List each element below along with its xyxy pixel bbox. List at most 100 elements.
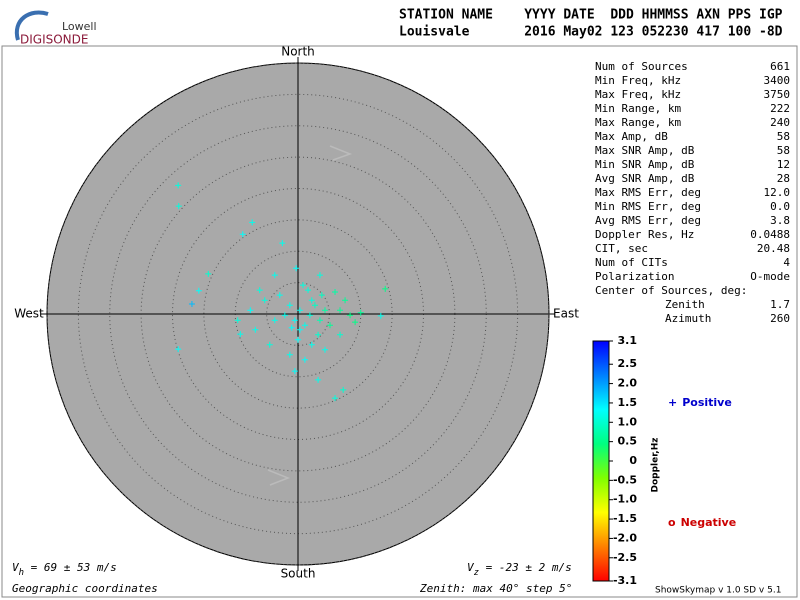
stat-value: 260 [770,312,790,325]
velocity-z: Vz = -23 ± 2 m/s [467,561,572,578]
stat-label: Max SNR Amp, dB [595,144,695,157]
source-point [279,240,286,247]
stat-label: Azimuth [665,312,711,325]
legend-label: Positive [682,396,732,409]
stat-label: Max Amp, dB [595,130,668,143]
stat-value: 12 [777,158,790,171]
source-point [321,307,328,314]
source-point [308,341,315,348]
stat-label: Max Freq, kHz [595,88,681,101]
decor [329,145,353,161]
stat-label: Max Range, km [595,116,681,129]
stat-label: Min RMS Err, deg [595,200,701,213]
colorbar-tick-label: -2.0 [613,531,637,544]
source-point [175,203,182,210]
source-point [175,346,182,353]
source-point [291,317,298,324]
source-point [332,289,339,296]
stat-value: 12.0 [764,186,791,199]
colorbar-tick-label: 2.0 [618,377,638,390]
stat-value: 28 [777,172,790,185]
legend-label: Negative [681,516,737,529]
source-point [247,307,254,314]
v-sym: V [12,561,20,574]
source-point [306,312,313,319]
source-point [291,368,298,375]
stat-label: Center of Sources, deg: [595,284,747,297]
legend-symbol: + [668,396,677,409]
source-point [205,270,212,277]
direction-label: North [281,45,315,59]
header-line: STATION NAME YYYY DATE DDD HHMMSS AXN PP… [399,8,783,23]
legend-entry: o Negative [668,516,736,529]
stat-value: 1.7 [770,298,790,311]
v-text: = 69 ± 53 m/s [24,561,117,574]
stat-value: 58 [777,144,790,157]
source-point [293,265,300,272]
colorbar-tick-label: -0.5 [613,473,637,486]
source-point [340,386,347,393]
source-point [252,326,259,333]
stat-label: Max RMS Err, deg [595,186,701,199]
frame [1,45,798,598]
source-point [337,331,344,338]
source-point [188,300,195,307]
stat-value: 222 [770,102,790,115]
stat-value: 0.0488 [750,228,790,241]
colorbar-tick-label: -1.5 [613,512,637,525]
source-point [316,272,323,279]
version: ShowSkymap v 1.0 SD v 5.1 [655,586,781,596]
source-point [288,324,295,331]
colorbar-tick-label: -1.0 [613,493,637,506]
stat-label: Avg SNR Amp, dB [595,172,695,185]
stat-value: 3.8 [770,214,790,227]
source-point [276,292,283,299]
source-point [286,351,293,358]
logo-top: Lowell [62,20,97,33]
source-point [301,356,308,363]
source-point [300,282,307,289]
source-point [234,317,241,324]
source-point [296,326,303,333]
source-point [337,307,344,314]
source-point [308,297,315,304]
stat-value: O-mode [750,270,790,283]
colorbar-tick-label: 2.5 [618,357,638,370]
source-point [327,322,334,329]
source-point [347,312,354,319]
source-point [377,312,384,319]
stat-label: Zenith [665,298,705,311]
source-point [321,346,328,353]
source-point [311,302,318,309]
source-point [296,307,303,314]
v-sub: z [474,568,479,578]
source-point [357,309,364,316]
stat-label: Polarization [595,270,674,283]
logo-swoosh [14,10,49,41]
source-point [332,395,339,402]
colorbar-tick-label: 1.5 [618,396,638,409]
colorbar [592,340,610,582]
direction-label: East [553,307,579,321]
source-point [316,317,323,324]
stat-label: CIT, sec [595,242,648,255]
v-text: = -23 ± 2 m/s [479,561,572,574]
colorbar-tick-label: -3.1 [613,574,637,587]
stat-value: 0.0 [770,200,790,213]
source-point [266,341,273,348]
logo-bottom: DIGISONDE [20,33,88,47]
stat-value: 661 [770,60,790,73]
legend-symbol: o [668,516,676,529]
stat-label: Min SNR Amp, dB [595,158,695,171]
source-point [249,219,256,226]
colorbar-tick-label: 3.1 [618,334,638,347]
legend-entry: + Positive [668,396,732,409]
stat-value: 4 [783,256,790,269]
source-point [382,285,389,292]
source-point [271,317,278,324]
source-point [237,331,244,338]
stat-label: Num of Sources [595,60,688,73]
source-point [281,312,288,319]
colorbar-tick-label: -2.5 [613,551,637,564]
